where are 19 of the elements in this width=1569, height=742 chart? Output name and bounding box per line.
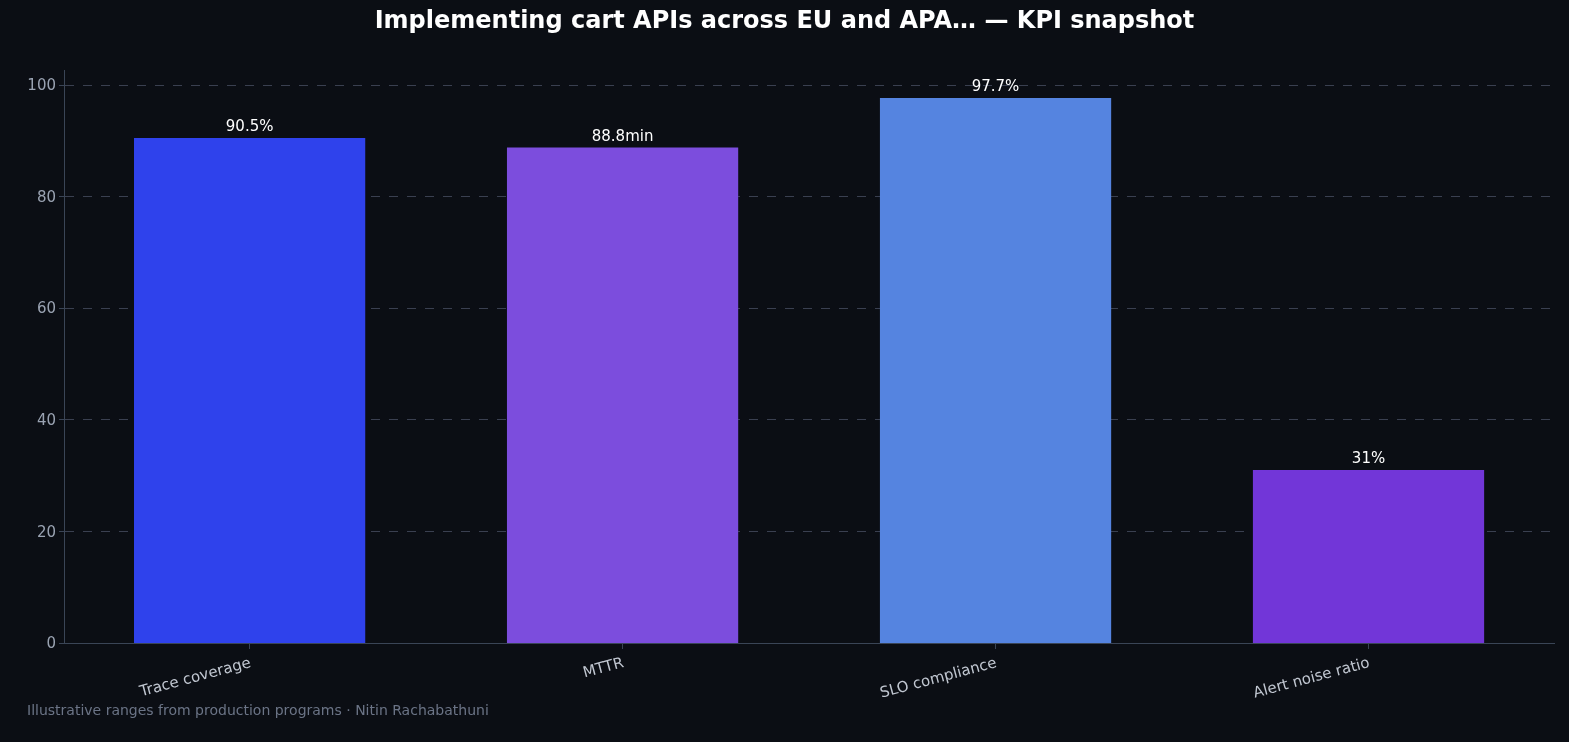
data-label: 31% bbox=[1351, 449, 1386, 468]
data-label: 88.8min bbox=[591, 126, 654, 145]
data-label: 97.7% bbox=[971, 76, 1020, 95]
text: Illustrative ranges from production programs · Nitin Rachabathuni bbox=[27, 702, 489, 718]
bar bbox=[134, 138, 366, 643]
bar bbox=[879, 97, 1112, 643]
y-tick-label: 60 bbox=[36, 299, 56, 318]
x-tick-label: Alert noise ratio bbox=[1251, 653, 1372, 702]
y-tick-label: 0 bbox=[46, 634, 56, 653]
y-tick-label: 40 bbox=[36, 411, 56, 430]
x-tick-label: Trace coverage bbox=[136, 653, 253, 701]
bar bbox=[506, 147, 739, 643]
data-label: 90.5% bbox=[225, 117, 274, 136]
y-tick-label: 80 bbox=[36, 187, 56, 206]
chart-title: Implementing cart APIs across EU and APA… — KPI snapshot bbox=[374, 5, 1195, 34]
y-tick-label: 20 bbox=[36, 522, 56, 541]
x-tick-label: MTTR bbox=[580, 653, 626, 682]
y-tick-label: 100 bbox=[27, 76, 56, 95]
bar bbox=[1252, 470, 1485, 643]
